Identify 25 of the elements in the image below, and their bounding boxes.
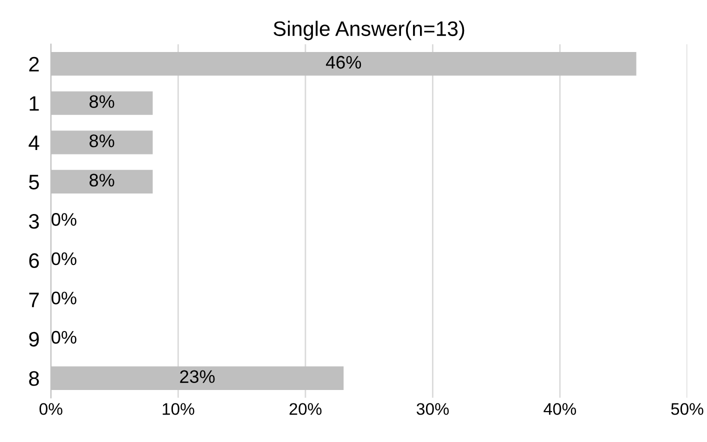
data-label: 0% (52, 292, 76, 304)
data-label: 8% (90, 95, 114, 108)
y-tick-label: 1 (30, 96, 39, 111)
x-tick-label: 0% (40, 403, 62, 415)
data-label: 8% (90, 134, 114, 148)
x-tick-label: 20% (290, 403, 322, 415)
y-tick-label: 4 (28, 136, 40, 150)
x-tick-label: 10% (162, 403, 194, 415)
chart-title: Single Answer(n=13) (274, 20, 464, 40)
data-label: 0% (52, 213, 76, 226)
y-tick-label: 5 (29, 174, 39, 190)
data-label: 8% (90, 174, 114, 187)
data-label: 23% (180, 370, 215, 383)
y-tick-label: 2 (29, 56, 39, 72)
y-tick-label: 7 (29, 292, 39, 308)
x-tick-label: 40% (544, 403, 576, 415)
y-tick-label: 3 (29, 214, 39, 229)
x-tick-label: 30% (416, 403, 449, 415)
x-tick-label: 50% (671, 403, 704, 415)
y-tick-label: 6 (29, 253, 39, 268)
y-tick-label: 8 (29, 371, 39, 386)
data-label: 0% (52, 330, 76, 344)
data-label: 46% (326, 56, 362, 69)
y-tick-label: 9 (29, 332, 39, 347)
data-label: 0% (52, 252, 76, 266)
